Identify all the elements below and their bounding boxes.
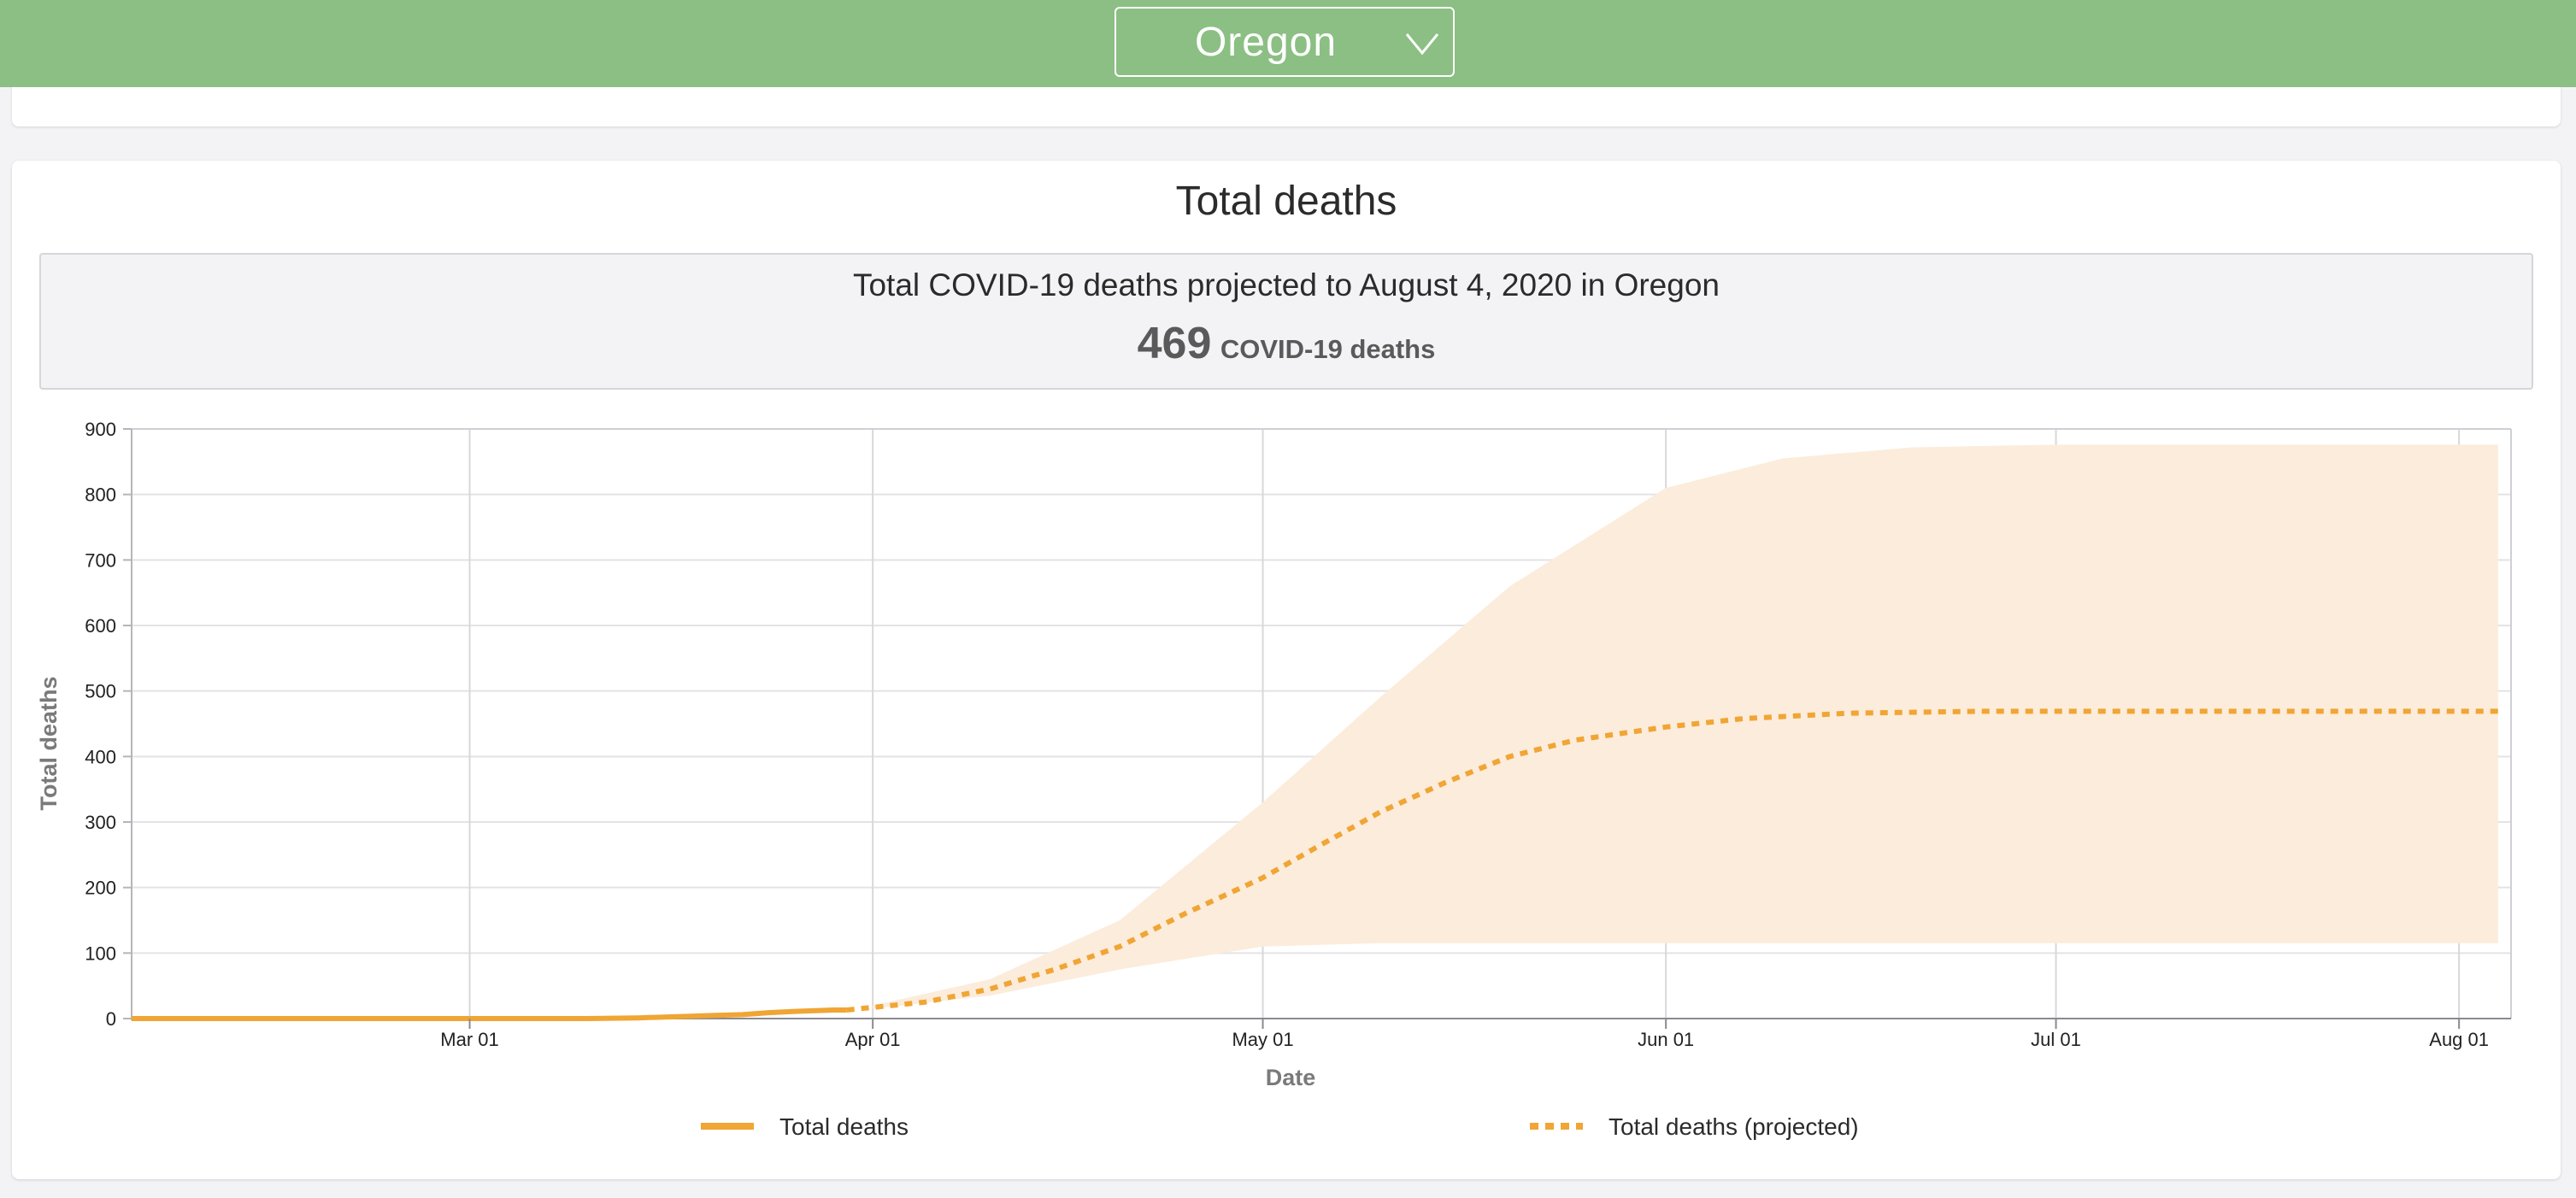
- state-select-label: Oregon: [1194, 20, 1338, 65]
- x-tick-label: Apr 01: [845, 1029, 901, 1050]
- y-tick-label: 800: [85, 484, 116, 506]
- projection-interval-band: [873, 444, 2498, 1009]
- y-tick-label: 600: [85, 615, 116, 637]
- legend: Total deaths Total deaths (projected): [701, 1113, 1859, 1140]
- y-tick-label: 100: [85, 943, 116, 964]
- y-axis-title: Total deaths: [36, 676, 62, 810]
- y-tick-label: 900: [85, 419, 116, 440]
- summary-unit: COVID-19 deaths: [1220, 334, 1436, 364]
- band-layer: [873, 444, 2498, 1009]
- y-tick-label: 500: [85, 681, 116, 702]
- state-select-dropdown[interactable]: Oregon: [1115, 7, 1455, 77]
- legend-label-total-deaths-projected: Total deaths (projected): [1609, 1113, 1859, 1140]
- x-tick-label: Jun 01: [1638, 1029, 1694, 1050]
- ticks-layer: 0 100 200 300 400 500 600 700 800 900 Mar 01 Apr 01…: [85, 419, 2489, 1050]
- y-tick-label: 400: [85, 746, 116, 767]
- series-layer: [132, 708, 2498, 1021]
- x-tick-label: Aug 01: [2429, 1029, 2489, 1050]
- legend-item-total-deaths-projected[interactable]: Total deaths (projected): [1530, 1113, 1859, 1140]
- legend-label-total-deaths: Total deaths: [779, 1113, 909, 1140]
- legend-item-total-deaths[interactable]: Total deaths: [701, 1113, 909, 1140]
- projection-summary: Total COVID-19 deaths projected to Augus…: [39, 253, 2533, 390]
- x-tick-label: May 01: [1232, 1029, 1293, 1050]
- x-tick-label: Mar 01: [440, 1029, 498, 1050]
- series-line-actual: [132, 1007, 847, 1021]
- y-tick-label: 300: [85, 812, 116, 833]
- y-tick-label: 700: [85, 549, 116, 571]
- x-axis-title: Date: [1266, 1065, 1316, 1090]
- summary-value: 469: [1137, 319, 1212, 368]
- chevron-down-icon: [1405, 33, 1439, 56]
- summary-text: Total COVID-19 deaths projected to Augus…: [852, 267, 1720, 302]
- y-tick-label: 0: [106, 1008, 116, 1030]
- card-title: Total deaths: [1175, 179, 1397, 224]
- x-tick-label: Jul 01: [2031, 1029, 2081, 1050]
- summary-value-line: 469 COVID-19 deaths: [41, 316, 2532, 382]
- series-line-projected: [846, 708, 2498, 1013]
- y-tick-label: 200: [85, 878, 116, 899]
- top-bar: Oregon: [0, 0, 2576, 87]
